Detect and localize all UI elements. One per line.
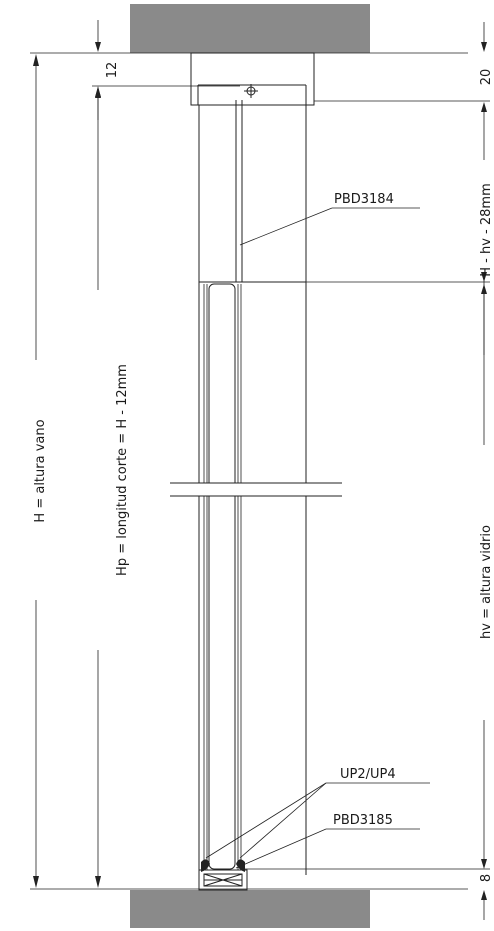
ceiling-slab [130, 4, 370, 53]
dimension-12 [92, 20, 240, 120]
dimension-glass-height [242, 284, 490, 870]
floor-slab [130, 890, 370, 928]
gasket-left [201, 859, 210, 872]
upper-profile-code: PBD3184 [334, 192, 394, 207]
bottom-profile [198, 869, 248, 891]
dimension-upper-profile [242, 150, 490, 355]
dimension-total-height [33, 54, 39, 888]
top-channel [190, 52, 315, 106]
leader-bottom-profile [235, 828, 420, 869]
total-height-label: H = altura vano [33, 419, 48, 522]
dimension-20 [314, 22, 490, 150]
screw-icon [244, 84, 258, 98]
leader-upper-profile [239, 207, 420, 246]
glass-pane [208, 283, 236, 870]
break-gap [170, 483, 342, 496]
glass-height-label: hv = altura vidrio [479, 525, 494, 639]
leader-gaskets [205, 782, 430, 859]
gasket-code: UP2/UP4 [340, 767, 396, 782]
upper-profile-height-label: H - hv - 28mm [479, 183, 494, 277]
bottom-profile-code: PBD3185 [333, 813, 393, 828]
dim-12-label: 12 [105, 62, 120, 79]
dimension-8 [481, 890, 487, 920]
dim-20-label: 20 [479, 69, 494, 86]
cut-length-label: Hp = longitud corte = H - 12mm [115, 364, 130, 576]
dimension-cut-length [95, 86, 101, 888]
dim-8-label: 8 [479, 874, 494, 882]
